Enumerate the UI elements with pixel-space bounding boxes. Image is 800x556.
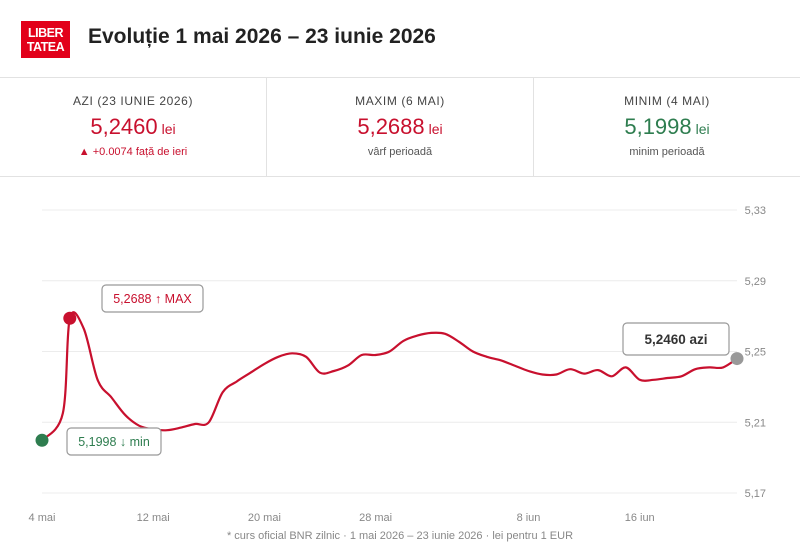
stat-min-label: MINIM (4 MAI) <box>624 94 710 108</box>
min-annotation-label: 5,1998 ↓ min <box>78 435 150 449</box>
stat-today: AZI (23 IUNIE 2026) 5,2460 lei ▲ +0.0074 … <box>0 78 267 176</box>
last-point[interactable] <box>730 352 744 366</box>
stat-max: MAXIM (6 MAI) 5,2688 lei vârf perioadă <box>267 78 534 176</box>
y-tick-label: 5,29 <box>745 276 766 288</box>
max-annotation-box <box>101 284 204 313</box>
y-tick-label: 5,17 <box>745 488 766 500</box>
x-tick-label: 28 mai <box>359 512 392 524</box>
max-annotation-label: 5,2688 ↑ MAX <box>113 292 192 306</box>
x-tick-label: 8 iun <box>517 512 541 524</box>
stat-today-label: AZI (23 IUNIE 2026) <box>72 94 194 108</box>
logo-line-1: LIBER <box>28 25 64 40</box>
header: LIBER TATEA Evoluție 1 mai 2026 – 23 iun… <box>0 0 800 78</box>
x-tick-label: 16 iun <box>625 512 655 524</box>
max-point[interactable] <box>63 311 77 325</box>
stat-max-number: 5,2688 <box>357 114 425 139</box>
line-chart: 5,33 5,29 5,25 5,21 5,17 4 mai 12 mai 20 mai 28 … <box>29 205 766 524</box>
last-annotation-box <box>622 322 730 356</box>
stat-today-unit: lei <box>161 121 176 137</box>
min-annotation-box <box>66 427 162 456</box>
page-title: Evoluție 1 mai 2026 – 23 iunie 2026 <box>88 25 436 48</box>
stat-max-value: 5,2688 lei <box>267 114 533 140</box>
stat-today-number: 5,2460 <box>90 114 158 139</box>
y-tick-label: 5,21 <box>745 417 766 429</box>
x-tick-label: 12 mai <box>137 512 170 524</box>
last-annotation-label: 5,2460 azi <box>644 332 707 347</box>
chart-area: 5,33 5,29 5,25 5,21 5,17 4 mai 12 mai 20 mai 28 … <box>0 177 800 556</box>
stat-min-number: 5,1998 <box>624 114 692 139</box>
stat-max-label: MAXIM (6 MAI) <box>355 94 445 108</box>
stat-min: MINIM (4 MAI) 5,1998 lei minim perioadă <box>534 78 800 176</box>
min-point[interactable] <box>35 433 49 447</box>
footnote: * curs oficial BNR zilnic · 1 mai 2026 –… <box>226 530 574 542</box>
stat-today-change: ▲ +0.0074 față de ieri <box>0 146 266 158</box>
y-tick-label: 5,33 <box>745 205 766 217</box>
stat-min-unit: lei <box>695 121 710 137</box>
stat-today-value: 5,2460 lei <box>0 114 266 140</box>
stats-divider <box>0 176 800 177</box>
stat-max-note: vârf perioadă <box>367 146 433 158</box>
logo[interactable]: LIBER TATEA <box>21 21 70 58</box>
x-tick-label: 20 mai <box>248 512 281 524</box>
x-tick-label: 4 mai <box>29 512 56 524</box>
stats-panel: AZI (23 IUNIE 2026) 5,2460 lei ▲ +0.0074 … <box>0 78 800 176</box>
stat-min-note: minim perioadă <box>629 146 705 158</box>
header-divider <box>0 77 800 78</box>
stat-min-value: 5,1998 lei <box>534 114 800 140</box>
stat-max-unit: lei <box>428 121 443 137</box>
logo-line-2: TATEA <box>26 39 65 54</box>
y-tick-label: 5,25 <box>745 347 766 359</box>
stat-today-change-text: +0.0074 față de ieri <box>92 146 188 158</box>
up-triangle-icon: ▲ <box>78 146 90 158</box>
